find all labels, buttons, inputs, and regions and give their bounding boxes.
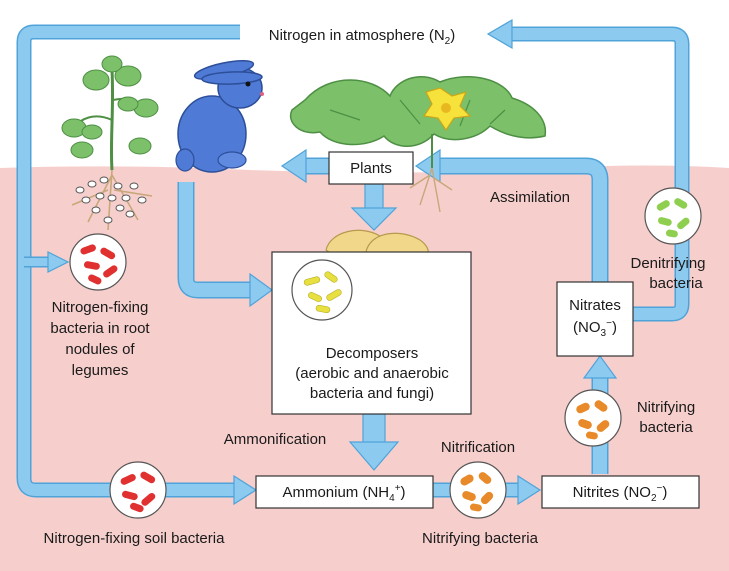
roots-icon — [71, 169, 153, 231]
assimilation-label: Assimilation — [490, 189, 570, 206]
plant-icon — [61, 55, 159, 171]
nitrifying-bacteria-lower-icon — [449, 461, 507, 519]
nodule-label-line2: bacteria in root — [50, 320, 150, 337]
ammonium-label: Ammonium (NH4+) — [282, 483, 405, 504]
rabbit-icon — [175, 59, 264, 173]
nitrifying-lower-label: Nitrifying bacteria — [422, 530, 539, 547]
flower-icon — [422, 87, 472, 132]
arrow-ammonification — [348, 413, 400, 471]
nitrifying-upper-label-line2: bacteria — [639, 419, 693, 436]
nitrifying-upper-label-line1: Nitrifying — [637, 399, 695, 416]
arrow-plants-to-animals — [280, 148, 329, 184]
nitrifying-bacteria-upper-icon — [564, 389, 622, 447]
arrow-animals-to-decomposers — [177, 182, 274, 308]
nitrates-label: Nitrates — [569, 297, 621, 314]
arrow-to-nodule-bacteria — [24, 251, 70, 273]
atmosphere-label: Nitrogen in atmosphere (N2) — [269, 27, 455, 47]
nitrification-label: Nitrification — [441, 439, 515, 456]
squash-plant-icon — [289, 75, 547, 213]
nitrites-label: Nitrites (NO2−) — [573, 483, 668, 504]
decomposers-detail-line2: bacteria and fungi) — [310, 385, 434, 402]
arrow-assimilation — [414, 148, 609, 282]
decomposer-bacteria-icon — [291, 259, 353, 321]
arrow-plants-to-decomposers — [350, 183, 398, 231]
soil-bacteria-label: Nitrogen-fixing soil bacteria — [44, 530, 226, 547]
nitrates-formula: (NO3−) — [573, 318, 617, 339]
nodule-label-line1: Nitrogen-fixing — [52, 299, 149, 316]
arrows — [16, 18, 690, 506]
decomposers-detail-line1: (aerobic and anaerobic — [295, 365, 449, 382]
nodule-label-line3: nodules of — [65, 341, 135, 358]
denitrifying-label-line1: Denitrifying — [630, 255, 705, 272]
soil-bacteria-icon — [109, 461, 167, 519]
arrow-denitrification — [486, 18, 690, 322]
ammonium-box — [255, 475, 434, 509]
ammonification-label: Ammonification — [224, 431, 327, 448]
nodule-label-line4: legumes — [72, 362, 129, 379]
denitrifying-bacteria-icon — [644, 187, 702, 245]
arrow-soil-bacteria-to-ammonium — [165, 474, 258, 506]
plants-box — [328, 151, 414, 185]
nitrites-box — [541, 475, 700, 509]
denitrifying-label-line2: bacteria — [649, 275, 703, 292]
nitrates-box — [556, 281, 634, 357]
nodule-bacteria-icon — [69, 233, 127, 291]
plants-label: Plants — [350, 160, 392, 177]
decomposers-label: Decomposers — [326, 345, 419, 362]
